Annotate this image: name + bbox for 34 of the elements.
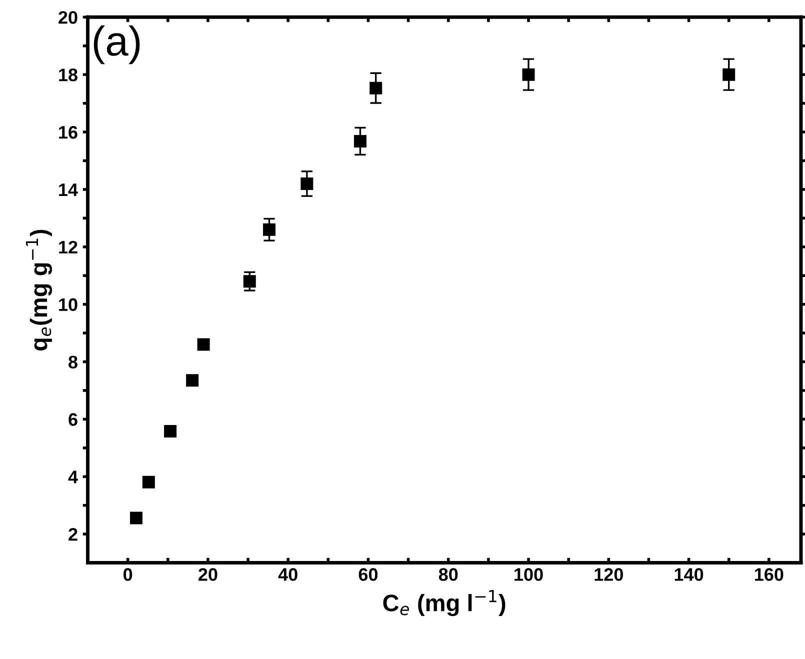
- x-tick-label: 40: [278, 568, 298, 581]
- x-tick-label: 120: [594, 568, 623, 581]
- point: [142, 476, 155, 488]
- x-tick-label: 20: [198, 568, 218, 581]
- y-axis-title: q$_{e}$(mg g$^{−1}$): [26, 230, 52, 350]
- y-tick-label: 16: [59, 126, 78, 139]
- y-tick-label: 18: [59, 68, 78, 82]
- point: [164, 425, 177, 438]
- x-tick-label: 60: [358, 568, 378, 581]
- x-tick-label: 80: [438, 568, 458, 581]
- y-tick-label: 14: [59, 184, 78, 196]
- x-tick-label: 0: [124, 568, 132, 581]
- point: [300, 177, 314, 190]
- y-tick-label: 12: [59, 240, 78, 254]
- annotation: (a): [94, 25, 140, 64]
- point: [522, 68, 535, 81]
- y-tick-label: 10: [59, 298, 78, 312]
- point: [243, 275, 256, 288]
- y-tick-label: 4: [68, 470, 78, 484]
- point: [722, 68, 736, 81]
- y-tick-label: 20: [58, 11, 78, 24]
- point: [186, 374, 199, 387]
- y-tick-label: 2: [68, 528, 78, 541]
- point: [263, 223, 276, 236]
- point: [370, 82, 382, 94]
- point: [354, 134, 366, 148]
- y-tick-label: 8: [68, 356, 78, 368]
- x-tick-label: 140: [674, 568, 704, 581]
- x-tick-label: 160: [754, 568, 784, 581]
- point: [197, 338, 210, 351]
- x-tick-label: 100: [514, 568, 543, 581]
- x-axis-title: C$_{e}$ (mg l$^{−1}$): [383, 590, 506, 616]
- point: [130, 512, 142, 524]
- y-tick-label: 6: [68, 413, 78, 426]
